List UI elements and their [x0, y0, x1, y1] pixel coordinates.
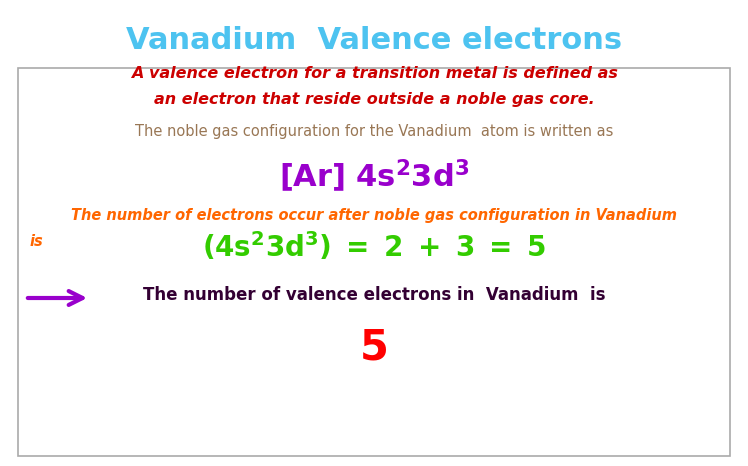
Text: an electron that reside outside a noble gas core.: an electron that reside outside a noble …	[153, 92, 595, 107]
FancyBboxPatch shape	[18, 68, 730, 456]
Text: A valence electron for a transition metal is defined as: A valence electron for a transition meta…	[131, 66, 617, 81]
Text: $\mathbf{(4s^23d^3)\ =\ 2\ +\ 3\ =\ 5}$: $\mathbf{(4s^23d^3)\ =\ 2\ +\ 3\ =\ 5}$	[202, 230, 546, 263]
Text: The number of electrons occur after noble gas configuration in Vanadium: The number of electrons occur after nobl…	[71, 208, 677, 223]
Text: $\mathbf{[Ar]\ 4s^23d^3}$: $\mathbf{[Ar]\ 4s^23d^3}$	[279, 158, 469, 195]
Text: The noble gas configuration for the Vanadium  atom is written as: The noble gas configuration for the Vana…	[135, 124, 613, 139]
Text: 5: 5	[360, 326, 388, 368]
Text: is: is	[30, 234, 43, 249]
Text: Vanadium  Valence electrons: Vanadium Valence electrons	[126, 26, 622, 55]
Text: The number of valence electrons in  Vanadium  is: The number of valence electrons in Vanad…	[143, 286, 605, 304]
